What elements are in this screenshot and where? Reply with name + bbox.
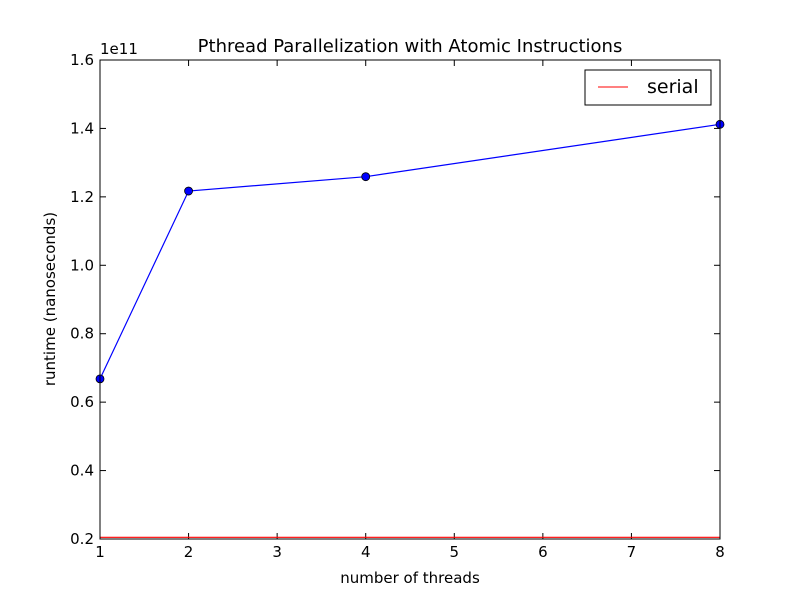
x-tick-label: 2: [184, 543, 194, 561]
legend-serial-label: serial: [647, 76, 699, 98]
x-tick-label: 4: [361, 543, 371, 561]
series-line-runtime: [99, 123, 721, 380]
axes-frame: [99, 59, 721, 540]
x-tick-label: 5: [450, 543, 460, 561]
x-tick-label: 6: [538, 543, 548, 561]
y-tick-label: 0.6: [70, 393, 94, 411]
y-tick-label: 1.2: [70, 188, 94, 206]
y-offset-label: 1e11: [100, 40, 138, 58]
y-tick-label: 1.0: [70, 256, 94, 274]
chart-title: Pthread Parallelization with Atomic Inst…: [198, 36, 623, 57]
data-point: [184, 186, 193, 196]
y-tick-label: 1.4: [70, 119, 94, 137]
y-tick-label: 0.8: [70, 325, 94, 343]
x-tick-label: 3: [272, 543, 282, 561]
y-tick-label: 0.2: [70, 530, 94, 548]
y-tick-label: 0.4: [70, 462, 94, 480]
x-tick-label: 1: [95, 543, 105, 561]
data-point: [361, 172, 371, 182]
y-tick-label: 1.6: [70, 51, 94, 69]
x-tick-label: 7: [627, 543, 637, 561]
y-axis-label: runtime (nanoseconds): [41, 212, 59, 386]
x-tick-label: 8: [715, 543, 725, 561]
legend: serial: [584, 69, 712, 106]
x-axis-label: number of threads: [340, 569, 480, 587]
